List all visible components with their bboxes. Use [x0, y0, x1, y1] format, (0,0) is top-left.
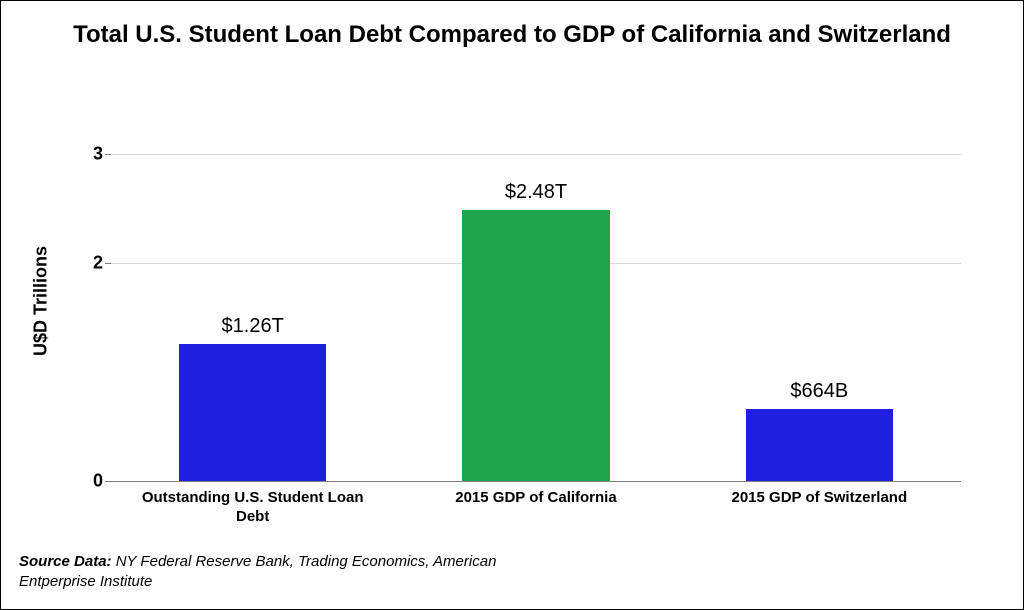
y-tick-label: 3: [93, 143, 103, 164]
bar: $1.26T: [179, 344, 326, 481]
bar: $2.48T: [462, 210, 609, 481]
x-category-label: 2015 GDP of Switzerland: [719, 489, 919, 508]
y-tick-mark: [105, 154, 111, 155]
x-category-label: 2015 GDP of California: [436, 489, 636, 508]
bar-group: $1.26TOutstanding U.S. Student Loan Debt: [179, 121, 326, 481]
plot: 023$1.26TOutstanding U.S. Student Loan D…: [111, 121, 961, 481]
bar-group: $664B2015 GDP of Switzerland: [746, 121, 893, 481]
source-citation: Source Data: NY Federal Reserve Bank, Tr…: [19, 552, 519, 591]
bar-group: $2.48T2015 GDP of California: [462, 121, 609, 481]
chart-plot-area: U$D Trillions 023$1.26TOutstanding U.S. …: [111, 121, 961, 481]
y-tick-mark: [105, 263, 111, 264]
x-axis-line: [111, 481, 961, 482]
source-label: Source Data:: [19, 553, 112, 570]
y-tick-label: 0: [93, 471, 103, 492]
bar-value-label: $2.48T: [505, 181, 567, 204]
bar-value-label: $1.26T: [222, 315, 284, 338]
x-category-label: Outstanding U.S. Student Loan Debt: [133, 489, 373, 527]
y-axis-title: U$D Trillions: [31, 246, 52, 356]
chart-title: Total U.S. Student Loan Debt Compared to…: [1, 1, 1023, 58]
y-tick-label: 2: [93, 252, 103, 273]
bar: $664B: [746, 409, 893, 481]
bar-value-label: $664B: [790, 380, 848, 403]
